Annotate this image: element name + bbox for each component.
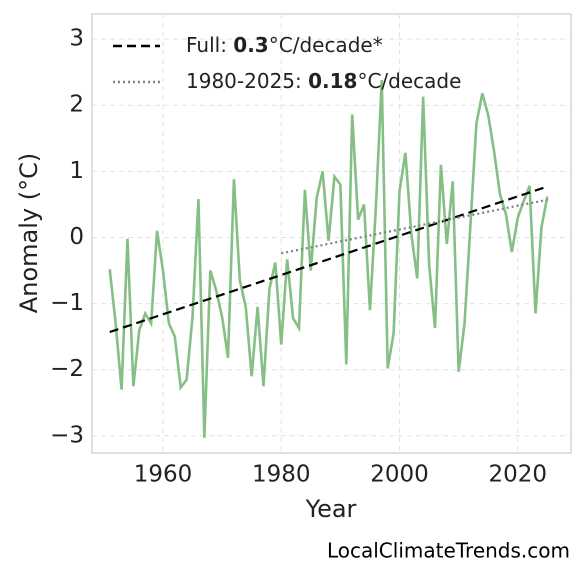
legend-text-part: 0.18 [308,69,357,93]
legend-text-part: Full: [186,33,233,57]
y-tick-label: −3 [50,422,84,448]
grid [92,14,571,453]
legend-label: 1980-2025: 0.18°C/decade [186,69,461,93]
y-tick-label: −1 [50,290,84,316]
legend-text-part: 0.3 [233,33,268,57]
x-tick-label: 1980 [252,462,311,488]
y-axis-label: Anomaly (°C) [15,153,43,313]
series-line [108,80,549,438]
x-axis-label: Year [305,495,357,523]
series-line [281,198,548,255]
legend-text-part: °C/decade [357,69,461,93]
series-line [109,185,548,334]
legend: Full: 0.3°C/decade*1980-2025: 0.18°C/dec… [113,33,461,93]
legend-text-part: 1980-2025: [186,69,308,93]
x-tick-label: 1960 [134,462,193,488]
y-tick-label: −2 [50,356,84,382]
y-tick-label: 1 [69,158,84,184]
x-tick-label: 2000 [370,462,429,488]
y-tick-label: 3 [69,26,84,52]
plot [108,80,549,438]
legend-text-part: °C/decade* [269,33,383,57]
plot-frame [91,13,572,454]
legend-label: Full: 0.3°C/decade* [186,33,383,57]
footer: LocalClimateTrends.com [327,539,570,563]
y-tick-label: 2 [69,92,84,118]
x-tick-label: 2020 [489,462,548,488]
y-tick-label: 0 [69,224,84,250]
